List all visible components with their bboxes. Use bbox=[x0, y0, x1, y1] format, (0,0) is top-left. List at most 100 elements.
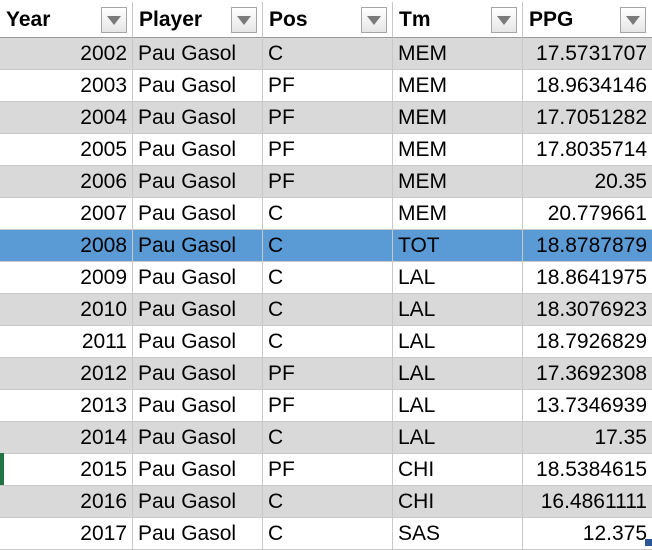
cell-year[interactable]: 2002 bbox=[0, 38, 133, 70]
cell-ppg[interactable]: 17.35 bbox=[523, 422, 652, 454]
cell-player[interactable]: Pau Gasol bbox=[133, 166, 263, 198]
cell-year[interactable]: 2008 bbox=[0, 230, 133, 262]
table-row[interactable]: 2004 Pau Gasol PF MEM 17.7051282 bbox=[0, 102, 652, 134]
cell-pos[interactable]: PF bbox=[263, 358, 393, 390]
cell-year[interactable]: 2014 bbox=[0, 422, 133, 454]
filter-dropdown-icon[interactable] bbox=[620, 7, 646, 33]
header-cell-player[interactable]: Player bbox=[133, 2, 263, 38]
table-row[interactable]: 2016 Pau Gasol C CHI 16.4861111 bbox=[0, 486, 652, 518]
cell-player[interactable]: Pau Gasol bbox=[133, 518, 263, 550]
cell-tm[interactable]: MEM bbox=[393, 102, 523, 134]
cell-pos[interactable]: C bbox=[263, 38, 393, 70]
cell-ppg[interactable]: 17.5731707 bbox=[523, 38, 652, 70]
table-row[interactable]: 2009 Pau Gasol C LAL 18.8641975 bbox=[0, 262, 652, 294]
cell-pos[interactable]: PF bbox=[263, 70, 393, 102]
cell-ppg[interactable]: 17.8035714 bbox=[523, 134, 652, 166]
cell-ppg[interactable]: 16.4861111 bbox=[523, 486, 652, 518]
cell-pos[interactable]: PF bbox=[263, 166, 393, 198]
cell-tm[interactable]: TOT bbox=[393, 230, 523, 262]
filter-dropdown-icon[interactable] bbox=[361, 7, 387, 33]
cell-tm[interactable]: LAL bbox=[393, 262, 523, 294]
table-row[interactable]: 2007 Pau Gasol C MEM 20.779661 bbox=[0, 198, 652, 230]
cell-ppg[interactable]: 18.7926829 bbox=[523, 326, 652, 358]
cell-player[interactable]: Pau Gasol bbox=[133, 102, 263, 134]
cell-player[interactable]: Pau Gasol bbox=[133, 198, 263, 230]
cell-ppg[interactable]: 18.8641975 bbox=[523, 262, 652, 294]
cell-pos[interactable]: C bbox=[263, 198, 393, 230]
cell-pos[interactable]: PF bbox=[263, 390, 393, 422]
cell-tm[interactable]: LAL bbox=[393, 358, 523, 390]
header-cell-ppg[interactable]: PPG bbox=[523, 2, 652, 38]
cell-ppg[interactable]: 13.7346939 bbox=[523, 390, 652, 422]
cell-player[interactable]: Pau Gasol bbox=[133, 326, 263, 358]
cell-player[interactable]: Pau Gasol bbox=[133, 262, 263, 294]
cell-year[interactable]: 2003 bbox=[0, 70, 133, 102]
cell-tm[interactable]: SAS bbox=[393, 518, 523, 550]
cell-ppg[interactable]: 17.7051282 bbox=[523, 102, 652, 134]
cell-pos[interactable]: PF bbox=[263, 454, 393, 486]
cell-player[interactable]: Pau Gasol bbox=[133, 454, 263, 486]
cell-tm[interactable]: MEM bbox=[393, 70, 523, 102]
cell-player[interactable]: Pau Gasol bbox=[133, 486, 263, 518]
cell-ppg[interactable]: 20.779661 bbox=[523, 198, 652, 230]
cell-tm[interactable]: LAL bbox=[393, 326, 523, 358]
cell-tm[interactable]: CHI bbox=[393, 454, 523, 486]
header-cell-pos[interactable]: Pos bbox=[263, 2, 393, 38]
cell-ppg[interactable]: 12.375 bbox=[523, 518, 652, 550]
table-row[interactable]: 2011 Pau Gasol C LAL 18.7926829 bbox=[0, 326, 652, 358]
table-row[interactable]: 2013 Pau Gasol PF LAL 13.7346939 bbox=[0, 390, 652, 422]
cell-year[interactable]: 2009 bbox=[0, 262, 133, 294]
cell-year[interactable]: 2011 bbox=[0, 326, 133, 358]
cell-year[interactable]: 2006 bbox=[0, 166, 133, 198]
header-cell-year[interactable]: Year bbox=[0, 2, 133, 38]
cell-player[interactable]: Pau Gasol bbox=[133, 230, 263, 262]
cell-year[interactable]: 2016 bbox=[0, 486, 133, 518]
table-row[interactable]: 2017 Pau Gasol C SAS 12.375 bbox=[0, 518, 652, 550]
cell-ppg[interactable]: 18.3076923 bbox=[523, 294, 652, 326]
table-row[interactable]: 2010 Pau Gasol C LAL 18.3076923 bbox=[0, 294, 652, 326]
table-resize-handle[interactable] bbox=[645, 539, 652, 546]
cell-player[interactable]: Pau Gasol bbox=[133, 390, 263, 422]
cell-year[interactable]: 2017 bbox=[0, 518, 133, 550]
cell-player[interactable]: Pau Gasol bbox=[133, 38, 263, 70]
cell-tm[interactable]: MEM bbox=[393, 38, 523, 70]
cell-tm[interactable]: LAL bbox=[393, 390, 523, 422]
table-row[interactable]: 2015 Pau Gasol PF CHI 18.5384615 bbox=[0, 454, 652, 486]
cell-pos[interactable]: C bbox=[263, 262, 393, 294]
cell-tm[interactable]: MEM bbox=[393, 134, 523, 166]
cell-pos[interactable]: C bbox=[263, 294, 393, 326]
cell-pos[interactable]: PF bbox=[263, 134, 393, 166]
cell-tm[interactable]: MEM bbox=[393, 198, 523, 230]
cell-year[interactable]: 2012 bbox=[0, 358, 133, 390]
cell-year[interactable]: 2015 bbox=[0, 454, 133, 486]
cell-year[interactable]: 2010 bbox=[0, 294, 133, 326]
header-cell-tm[interactable]: Tm bbox=[393, 2, 523, 38]
table-row[interactable]: 2006 Pau Gasol PF MEM 20.35 bbox=[0, 166, 652, 198]
cell-ppg[interactable]: 20.35 bbox=[523, 166, 652, 198]
cell-player[interactable]: Pau Gasol bbox=[133, 134, 263, 166]
filter-dropdown-icon[interactable] bbox=[101, 7, 127, 33]
table-row[interactable]: 2003 Pau Gasol PF MEM 18.9634146 bbox=[0, 70, 652, 102]
cell-year[interactable]: 2005 bbox=[0, 134, 133, 166]
cell-ppg[interactable]: 17.3692308 bbox=[523, 358, 652, 390]
cell-player[interactable]: Pau Gasol bbox=[133, 70, 263, 102]
cell-tm[interactable]: LAL bbox=[393, 294, 523, 326]
cell-player[interactable]: Pau Gasol bbox=[133, 294, 263, 326]
cell-ppg[interactable]: 18.5384615 bbox=[523, 454, 652, 486]
cell-tm[interactable]: MEM bbox=[393, 166, 523, 198]
cell-player[interactable]: Pau Gasol bbox=[133, 358, 263, 390]
filter-dropdown-icon[interactable] bbox=[491, 7, 517, 33]
table-row[interactable]: 2014 Pau Gasol C LAL 17.35 bbox=[0, 422, 652, 454]
table-row[interactable]: 2005 Pau Gasol PF MEM 17.8035714 bbox=[0, 134, 652, 166]
cell-pos[interactable]: C bbox=[263, 326, 393, 358]
cell-ppg[interactable]: 18.9634146 bbox=[523, 70, 652, 102]
table-row[interactable]: 2002 Pau Gasol C MEM 17.5731707 bbox=[0, 38, 652, 70]
cell-tm[interactable]: LAL bbox=[393, 422, 523, 454]
cell-pos[interactable]: C bbox=[263, 486, 393, 518]
cell-pos[interactable]: C bbox=[263, 422, 393, 454]
cell-year[interactable]: 2007 bbox=[0, 198, 133, 230]
cell-year[interactable]: 2013 bbox=[0, 390, 133, 422]
cell-pos[interactable]: C bbox=[263, 230, 393, 262]
cell-ppg[interactable]: 18.8787879 bbox=[523, 230, 652, 262]
filter-dropdown-icon[interactable] bbox=[231, 7, 257, 33]
